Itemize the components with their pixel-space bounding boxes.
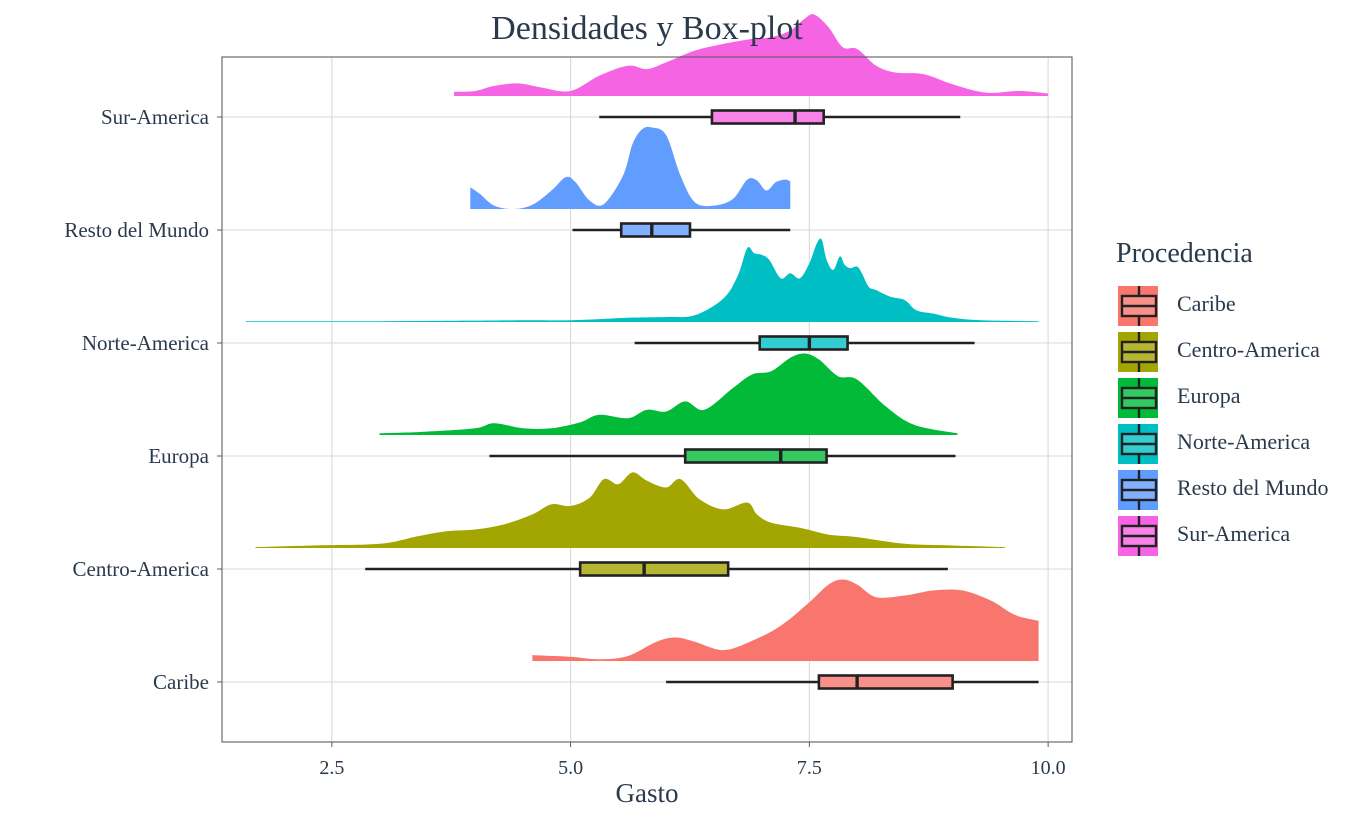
box-centro-america <box>578 561 730 577</box>
legend-label: Norte-America <box>1177 429 1311 454</box>
box-europa <box>683 448 828 464</box>
legend-label: Caribe <box>1177 291 1236 316</box>
legend-items: Caribe Centro-America Europa Norte-America R… <box>1116 282 1329 558</box>
plot-panel-border <box>221 56 1073 743</box>
chart-title: Densidades y Box-plot <box>491 10 803 47</box>
density-norte-america <box>245 238 1039 322</box>
legend-key-swatch <box>1118 470 1158 510</box>
legend-label: Resto del Mundo <box>1177 475 1329 500</box>
density-sur-america <box>454 14 1049 96</box>
density-resto-del-mundo <box>470 126 791 210</box>
x-tick-label: 7.5 <box>797 757 822 779</box>
y-tick-label: Norte-America <box>82 331 210 355</box>
legend: Procedencia Caribe Centro-America Europa No… <box>1116 238 1329 558</box>
legend-item: Centro-America <box>1116 328 1320 374</box>
legend-item: Caribe <box>1116 282 1253 328</box>
density-centro-america <box>255 472 1006 548</box>
legend-key-swatch <box>1118 424 1158 464</box>
legend-label: Europa <box>1177 383 1241 408</box>
density-caribe <box>532 579 1039 661</box>
x-tick-label: 5.0 <box>558 757 583 779</box>
x-tick-label: 10.0 <box>1031 757 1066 779</box>
legend-item: Sur-America <box>1116 512 1290 558</box>
legend-key-swatch <box>1118 516 1158 556</box>
box-norte-america <box>758 335 849 351</box>
legend-item: Europa <box>1116 374 1253 420</box>
y-tick-label: Sur-America <box>101 105 210 129</box>
y-tick-label: Europa <box>148 444 209 468</box>
box-sur-america <box>710 109 825 125</box>
legend-key-swatch <box>1118 286 1158 326</box>
box-caribe <box>817 674 954 690</box>
y-tick-label: Resto del Mundo <box>64 218 209 242</box>
density-layer <box>245 14 1049 661</box>
boxplot-layer <box>365 109 1039 690</box>
legend-label: Sur-America <box>1177 521 1291 546</box>
legend-item: Resto del Mundo <box>1116 466 1329 512</box>
y-tick-label: Caribe <box>153 670 209 694</box>
axis-tick-labels: Caribe Centro-America Europa Norte-America R… <box>64 105 1065 779</box>
y-tick-label: Centro-America <box>73 557 210 581</box>
box-resto-del-mundo <box>619 222 692 238</box>
legend-label: Centro-America <box>1177 337 1320 362</box>
x-axis-title: Gasto <box>615 778 679 808</box>
legend-title: Procedencia <box>1116 238 1253 269</box>
legend-key-swatch <box>1118 332 1158 372</box>
legend-key-swatch <box>1118 378 1158 418</box>
legend-item: Norte-America <box>1116 420 1310 466</box>
density-europa <box>379 353 958 435</box>
x-tick-label: 2.5 <box>319 757 344 779</box>
